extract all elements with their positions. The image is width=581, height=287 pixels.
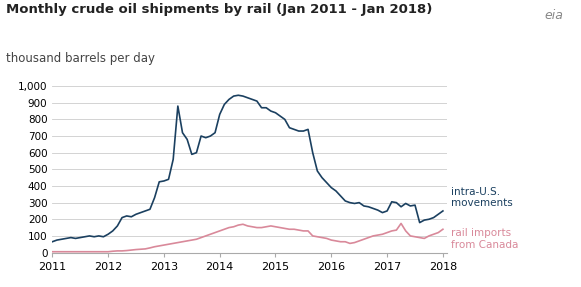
Text: eia: eia (545, 9, 564, 22)
Text: Monthly crude oil shipments by rail (Jan 2011 - Jan 2018): Monthly crude oil shipments by rail (Jan… (6, 3, 432, 16)
Text: intra-U.S.
movements: intra-U.S. movements (451, 187, 513, 208)
Text: thousand barrels per day: thousand barrels per day (6, 52, 155, 65)
Text: rail imports
from Canada: rail imports from Canada (451, 228, 519, 250)
